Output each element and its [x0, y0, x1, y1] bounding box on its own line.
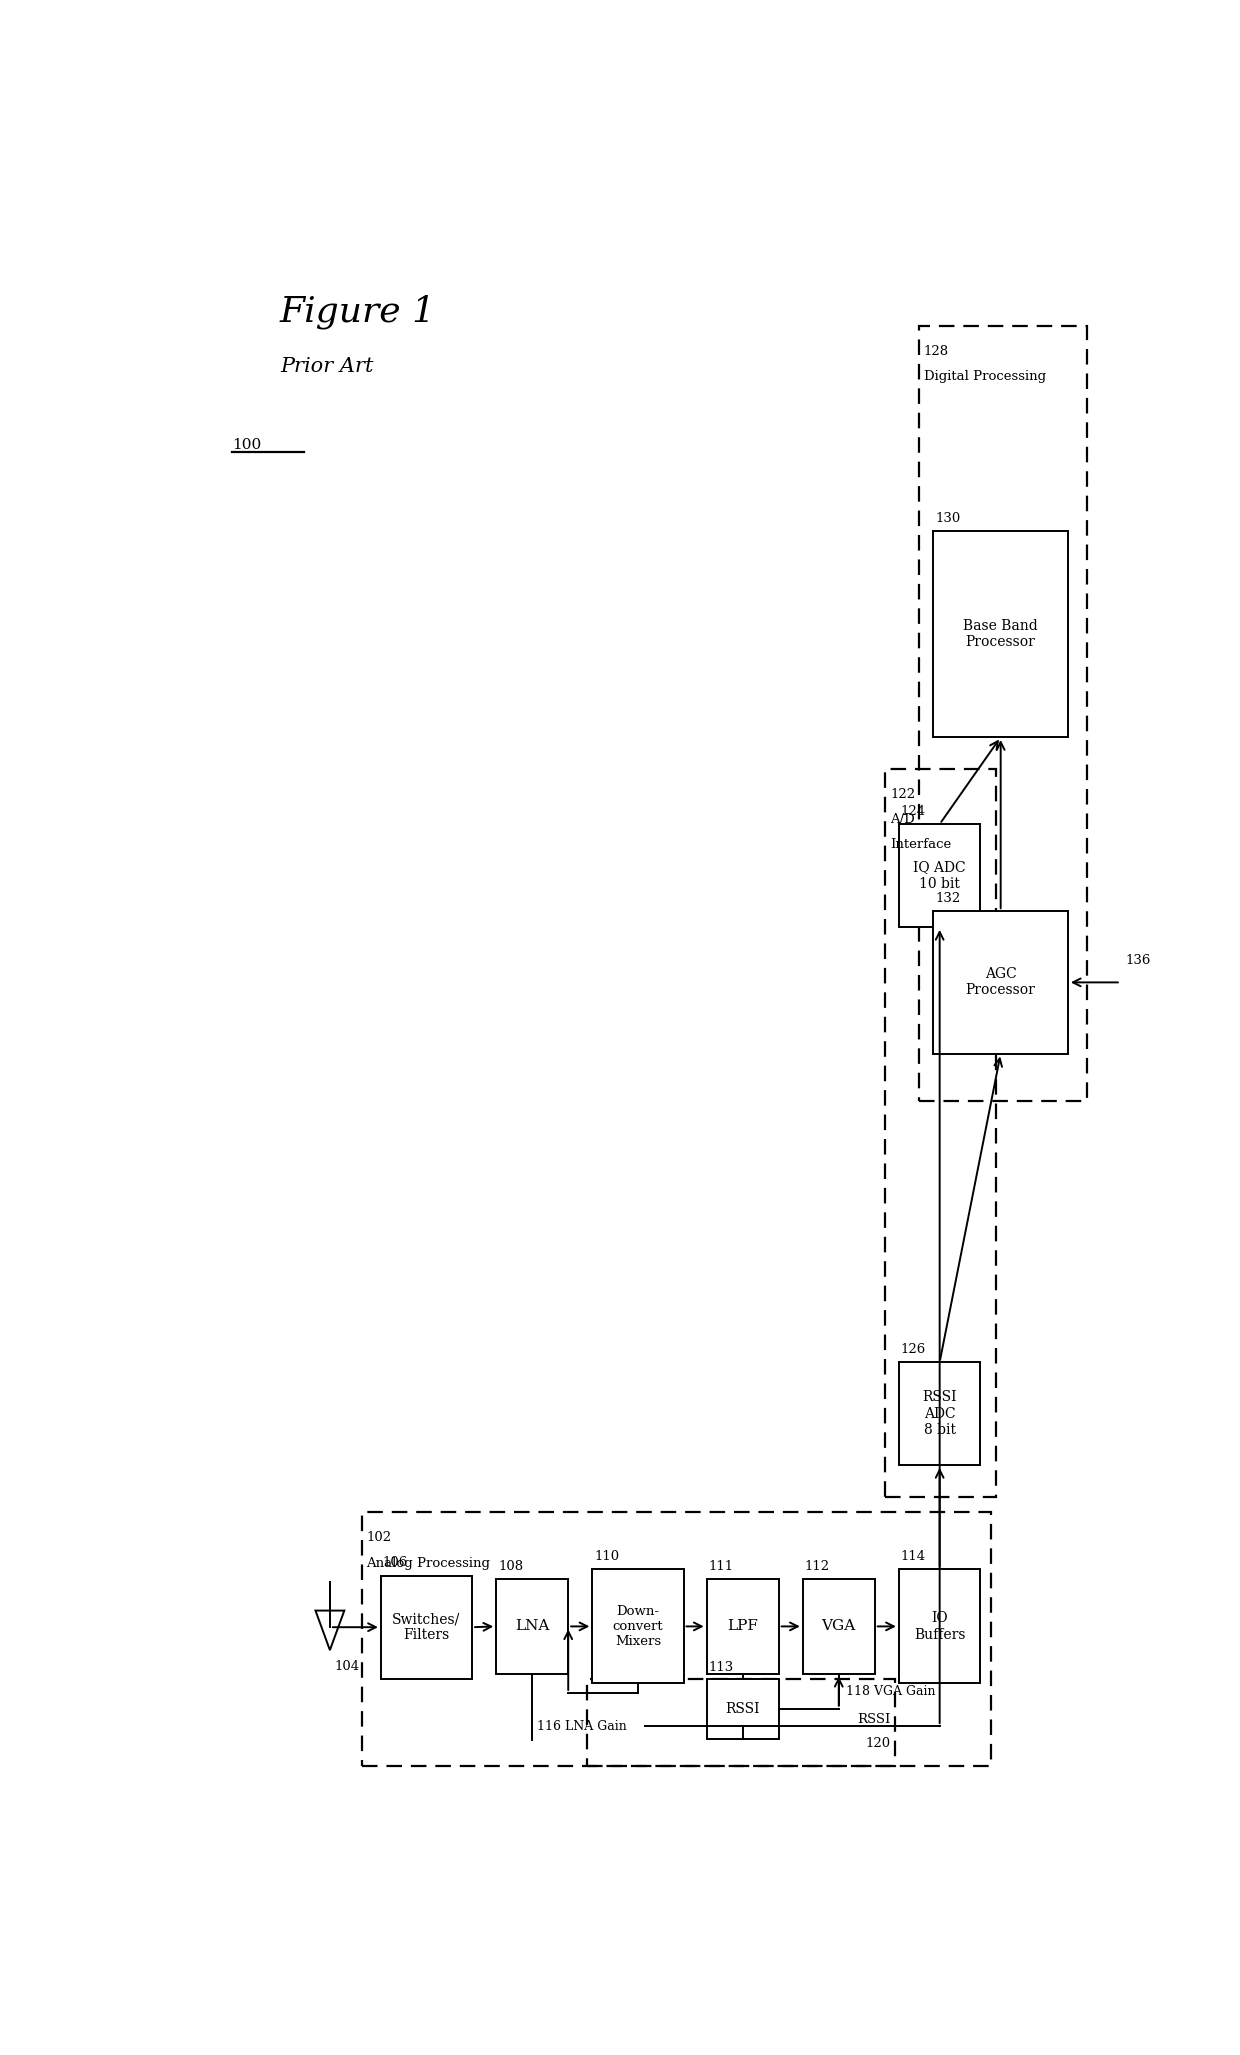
Bar — [707, 1679, 779, 1739]
Text: Down-
convert
Mixers: Down- convert Mixers — [613, 1605, 663, 1648]
Bar — [707, 1578, 779, 1675]
Bar — [381, 1576, 472, 1679]
Bar — [899, 824, 981, 927]
Bar — [802, 1578, 874, 1675]
Bar — [934, 910, 1068, 1054]
Text: 100: 100 — [232, 438, 262, 452]
Text: A/D: A/D — [890, 814, 915, 826]
Text: 106: 106 — [383, 1556, 408, 1570]
Text: 114: 114 — [900, 1549, 926, 1564]
Text: 104: 104 — [335, 1660, 360, 1673]
Text: 113: 113 — [708, 1660, 734, 1675]
Text: 108: 108 — [498, 1560, 523, 1572]
Text: 102: 102 — [367, 1531, 392, 1545]
Text: Digital Processing: Digital Processing — [924, 370, 1045, 382]
Text: RSSI: RSSI — [857, 1714, 890, 1726]
Text: LPF: LPF — [727, 1619, 758, 1634]
Bar — [919, 325, 1087, 1101]
Text: Prior Art: Prior Art — [280, 358, 373, 376]
Bar — [496, 1578, 568, 1675]
Text: 132: 132 — [935, 892, 961, 904]
Text: RSSI: RSSI — [725, 1702, 760, 1716]
Text: Base Band
Processor: Base Band Processor — [963, 619, 1038, 649]
Text: Switches/
Filters: Switches/ Filters — [392, 1611, 460, 1642]
Text: RSSI
ADC
8 bit: RSSI ADC 8 bit — [923, 1391, 957, 1436]
Text: 116 LNA Gain: 116 LNA Gain — [537, 1720, 626, 1732]
Text: 122: 122 — [890, 787, 915, 801]
Text: LNA: LNA — [515, 1619, 549, 1634]
Bar — [588, 1679, 895, 1765]
Bar — [899, 1362, 981, 1465]
Text: 118 VGA Gain: 118 VGA Gain — [847, 1685, 936, 1697]
Text: Interface: Interface — [890, 838, 951, 851]
Text: 128: 128 — [924, 345, 949, 358]
Text: 130: 130 — [935, 512, 961, 526]
Text: Analog Processing: Analog Processing — [367, 1558, 490, 1570]
Bar — [934, 532, 1068, 738]
Text: Figure 1: Figure 1 — [280, 294, 436, 329]
Text: AGC
Processor: AGC Processor — [966, 968, 1035, 997]
Bar — [899, 1570, 981, 1683]
Text: IQ ADC
10 bit: IQ ADC 10 bit — [914, 861, 966, 890]
Text: 120: 120 — [866, 1736, 890, 1749]
Bar — [593, 1570, 683, 1683]
Bar — [885, 769, 996, 1496]
Text: 112: 112 — [805, 1560, 830, 1572]
Bar — [362, 1512, 991, 1765]
Text: 111: 111 — [708, 1560, 734, 1572]
Text: IO
Buffers: IO Buffers — [914, 1611, 966, 1642]
Text: VGA: VGA — [822, 1619, 856, 1634]
Text: 124: 124 — [900, 806, 926, 818]
Text: 136: 136 — [1126, 954, 1151, 966]
Text: 110: 110 — [594, 1549, 619, 1564]
Text: 126: 126 — [900, 1342, 926, 1356]
